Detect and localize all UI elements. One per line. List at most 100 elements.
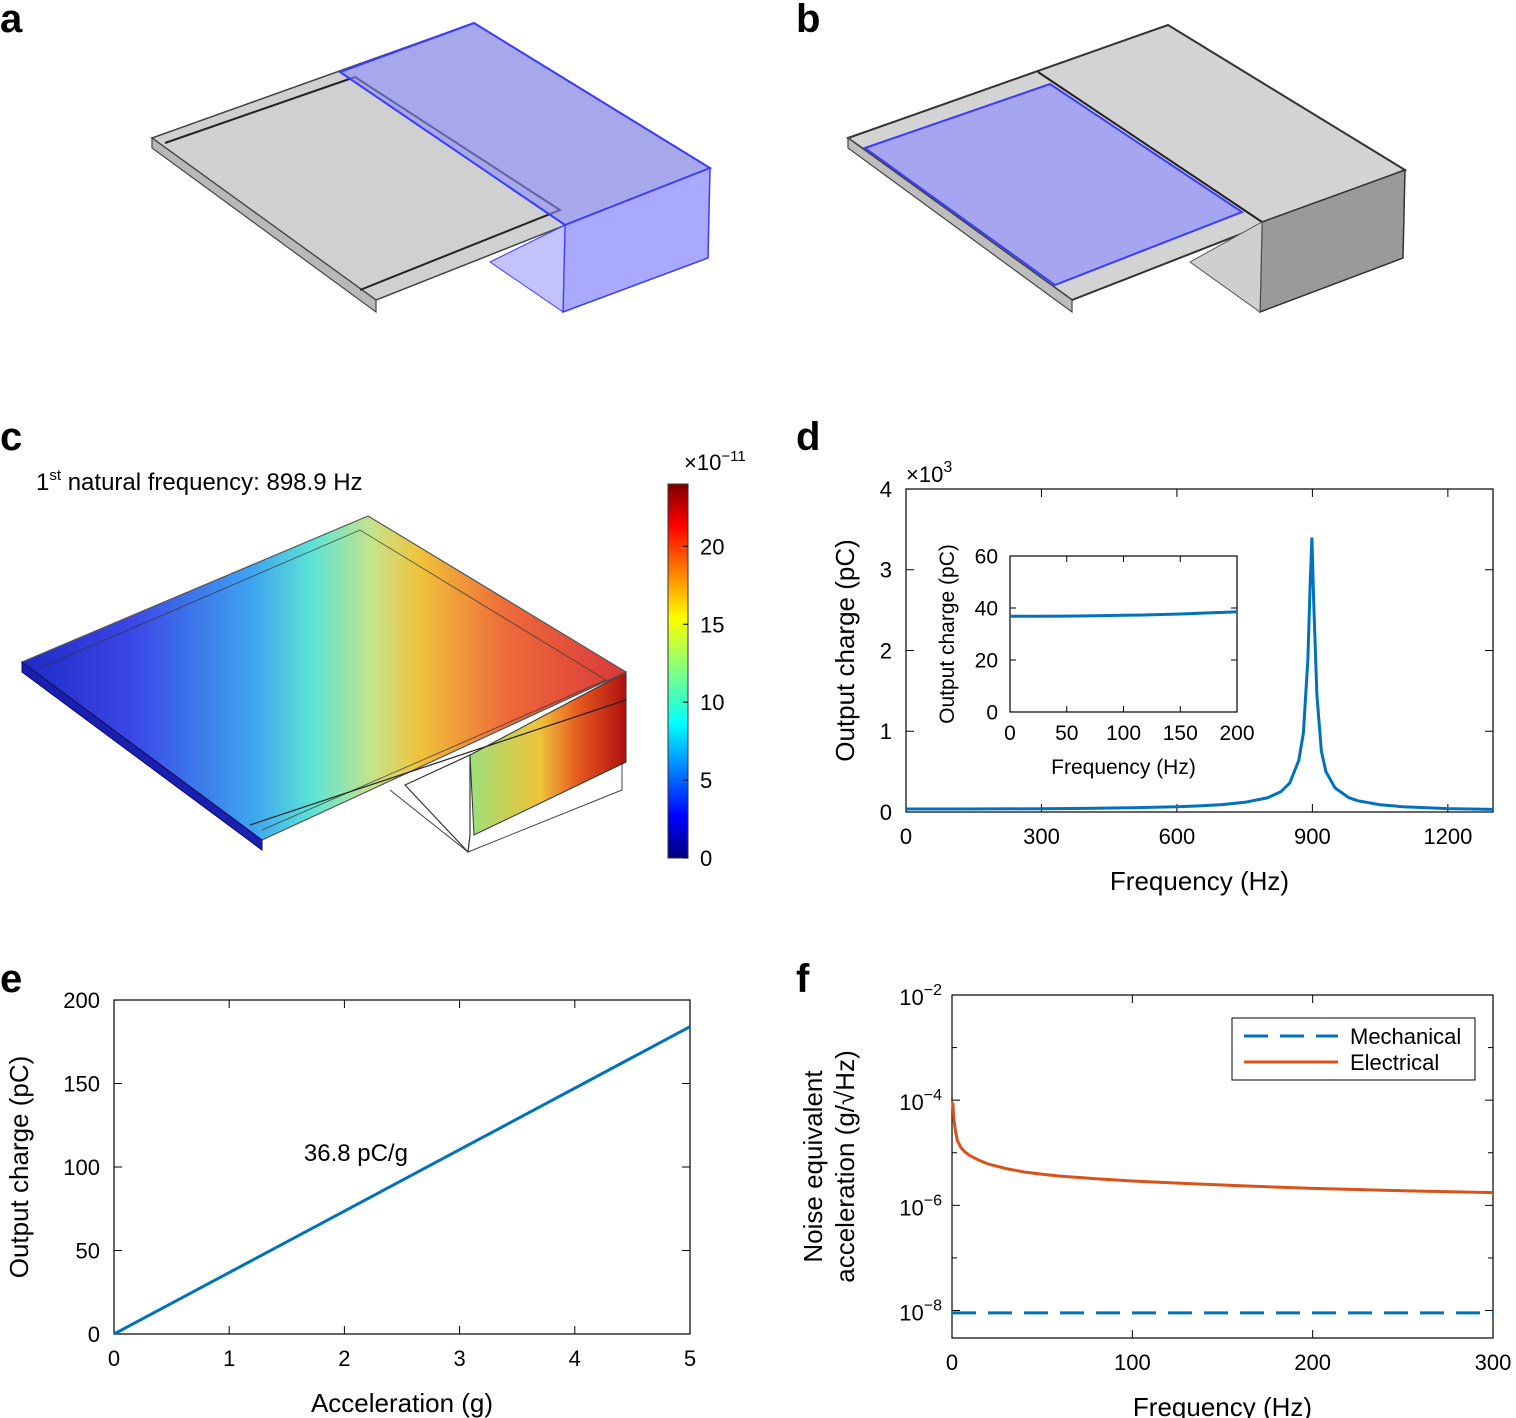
- colorbar-tick-label: 20: [700, 534, 724, 559]
- y-tick-label: 4: [880, 477, 892, 502]
- colorbar-tick-label: 0: [700, 846, 712, 871]
- y-tick-label: 2: [880, 638, 892, 663]
- x-tick-label: 2: [338, 1346, 350, 1371]
- chart-f: 0 100 200 300 10−2 10−4 10−6 10−8 MechanicalElec…: [798, 982, 1511, 1418]
- piezo-layer-highlight: [862, 82, 1245, 287]
- y-tick-label: 10−2: [899, 982, 942, 1010]
- panel-letter-d: d: [796, 415, 820, 459]
- axes-box: [1009, 555, 1238, 713]
- legend-box: [1231, 1017, 1476, 1081]
- x-axis-title: Frequency (Hz): [1051, 756, 1196, 779]
- x-tick-label: 50: [1055, 722, 1078, 745]
- colorbar-exponent: ×10−11: [684, 448, 746, 475]
- colorbar-tick-label: 5: [700, 768, 712, 793]
- x-tick-label: 150: [1163, 722, 1198, 745]
- mass-edge-b: [1037, 71, 1263, 223]
- legend-label-mechanical: Mechanical: [1350, 1024, 1461, 1049]
- y-tick-label: 150: [63, 1071, 100, 1096]
- y-tick-label: 0: [986, 702, 998, 725]
- x-tick-label: 1200: [1423, 824, 1472, 849]
- y-tick-label: 100: [63, 1155, 100, 1180]
- y-axis-title-line1: Noise equivalent: [798, 1070, 828, 1263]
- panel-a: a: [0, 0, 713, 314]
- x-tick-label: 200: [1294, 1350, 1331, 1375]
- x-tick-label: 4: [569, 1346, 581, 1371]
- series-line: [906, 537, 1494, 811]
- y-tick-label: 60: [975, 546, 998, 569]
- y-axis-title: Output charge (pC): [936, 544, 959, 724]
- y-tick-label: 20: [975, 650, 998, 673]
- x-tick-label: 100: [1106, 722, 1141, 745]
- proof-mass-front-highlight: [489, 224, 566, 313]
- panel-letter-c: c: [0, 415, 22, 459]
- colorbar: ×10−11 0 5 10 15 20: [667, 448, 746, 871]
- y-axis-title-line2: acceleration (g/√Hz): [830, 1050, 860, 1282]
- panel-letter-b: b: [796, 0, 820, 41]
- axes-box: [951, 994, 1494, 1339]
- series-line-electrical: [951, 1102, 1494, 1195]
- colorbar-tick-label: 10: [700, 690, 724, 715]
- series-line: [1010, 610, 1238, 618]
- legend-label-electrical: Electrical: [1350, 1050, 1439, 1075]
- mode-shape-model: [20, 515, 628, 854]
- x-axis-title: Frequency (Hz): [1110, 866, 1289, 896]
- proof-mass-front-b: [1189, 221, 1263, 313]
- colorbar-tick-label: 15: [700, 612, 724, 637]
- y-tick-label: 10−4: [899, 1087, 942, 1115]
- panel-letter-f: f: [796, 957, 810, 1001]
- y-tick-label: 0: [88, 1322, 100, 1347]
- undeformed-outline: [403, 754, 471, 854]
- axes-box: [113, 999, 691, 1335]
- y-tick-label: 0: [880, 800, 892, 825]
- beam-front-deformed: [21, 661, 263, 851]
- y-multiplier: ×103: [906, 459, 952, 487]
- axes-box: [905, 488, 1494, 813]
- y-tick-label: 10−8: [899, 1298, 942, 1326]
- panel-c: c 1st natural frequency: 898.9 Hz ×10−11…: [0, 415, 746, 871]
- x-tick-label: 300: [1023, 824, 1060, 849]
- x-tick-label: 5: [684, 1346, 696, 1371]
- undeformed-edges: [389, 760, 623, 853]
- x-tick-label: 900: [1294, 824, 1331, 849]
- x-tick-label: 0: [946, 1350, 958, 1375]
- beam-front-b: [847, 136, 1073, 314]
- y-tick-label: 10−6: [899, 1192, 942, 1220]
- x-tick-label: 100: [1114, 1350, 1151, 1375]
- natural-frequency-label: 1st natural frequency: 898.9 Hz: [36, 467, 363, 496]
- y-axis-title: Output charge (pC): [4, 1056, 34, 1279]
- x-tick-label: 0: [108, 1346, 120, 1371]
- x-tick-label: 3: [453, 1346, 465, 1371]
- x-axis-title: Acceleration (g): [311, 1388, 493, 1418]
- beam-bottom-edge: [249, 699, 627, 826]
- colorbar-ticks: 0 5 10 15 20: [683, 534, 724, 871]
- x-tick-label: 200: [1219, 722, 1254, 745]
- y-tick-label: 200: [63, 988, 100, 1013]
- panel-b: b: [796, 0, 1408, 314]
- y-axis-title: Output charge (pC): [830, 539, 860, 762]
- x-axis-title: Frequency (Hz): [1133, 1392, 1312, 1418]
- x-tick-label: 300: [1475, 1350, 1512, 1375]
- y-tick-label: 3: [880, 558, 892, 583]
- inset-background: [1010, 556, 1237, 712]
- panel-f: f 0 100 200 300 10−2 10−4 10−6 10−8 MechanicalEl…: [796, 957, 1511, 1418]
- x-tick-label: 1: [223, 1346, 235, 1371]
- x-tick-label: 600: [1159, 824, 1196, 849]
- electrode-edge-deformed: [39, 529, 608, 831]
- panel-letter-a: a: [0, 0, 23, 41]
- device-model-a: [150, 21, 713, 314]
- series-line: [113, 1025, 691, 1336]
- y-tick-label: 50: [76, 1238, 100, 1263]
- y-tick-label: 1: [880, 719, 892, 744]
- beam-front-a: [151, 136, 377, 314]
- x-tick-label: 0: [1004, 722, 1016, 745]
- panel-letter-e: e: [0, 957, 22, 1001]
- y-tick-label: 40: [975, 598, 998, 621]
- colorbar-gradient: [667, 483, 689, 859]
- chart-d-inset: 0 50 100 150 200 0 20 40 60 Frequency (Hz) Output …: [936, 544, 1255, 779]
- x-tick-label: 0: [900, 824, 912, 849]
